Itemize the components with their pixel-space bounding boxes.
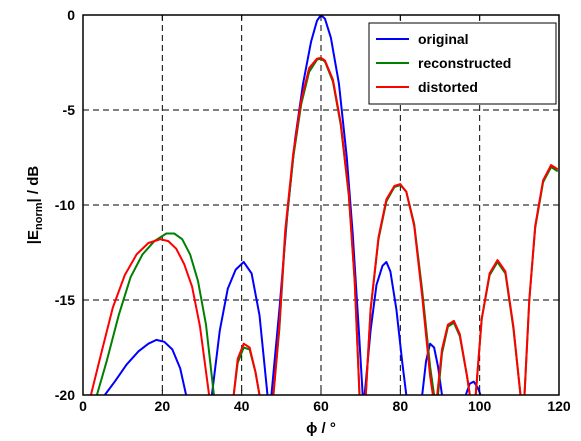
y-tick-label: -10 (55, 197, 75, 213)
x-tick-label: 0 (79, 398, 87, 414)
y-tick-label: -5 (63, 102, 76, 118)
series-line-original (103, 15, 482, 395)
y-tick-label: -20 (55, 387, 75, 403)
x-tick-label: 120 (547, 398, 571, 414)
series-line-distorted (89, 56, 558, 395)
x-tick-label: 40 (234, 398, 250, 414)
x-tick-label: 100 (468, 398, 492, 414)
x-tick-label: 60 (313, 398, 329, 414)
x-tick-label: 20 (155, 398, 171, 414)
x-axis-label: ϕ / ° (306, 420, 336, 437)
y-tick-label: -15 (55, 292, 75, 308)
legend-label-reconstructed: reconstructed (418, 55, 511, 71)
legend-label-distorted: distorted (418, 79, 478, 95)
x-tick-label: 80 (393, 398, 409, 414)
y-tick-label: 0 (67, 7, 75, 23)
ticks: 0 20 40 60 80 100 120 -20 -15 -10 -5 0 (55, 7, 571, 414)
series-group (89, 15, 558, 395)
y-axis-label: |Enorm| / dB (25, 166, 45, 245)
legend: original reconstructed distorted (368, 22, 557, 105)
legend-label-original: original (418, 31, 469, 47)
